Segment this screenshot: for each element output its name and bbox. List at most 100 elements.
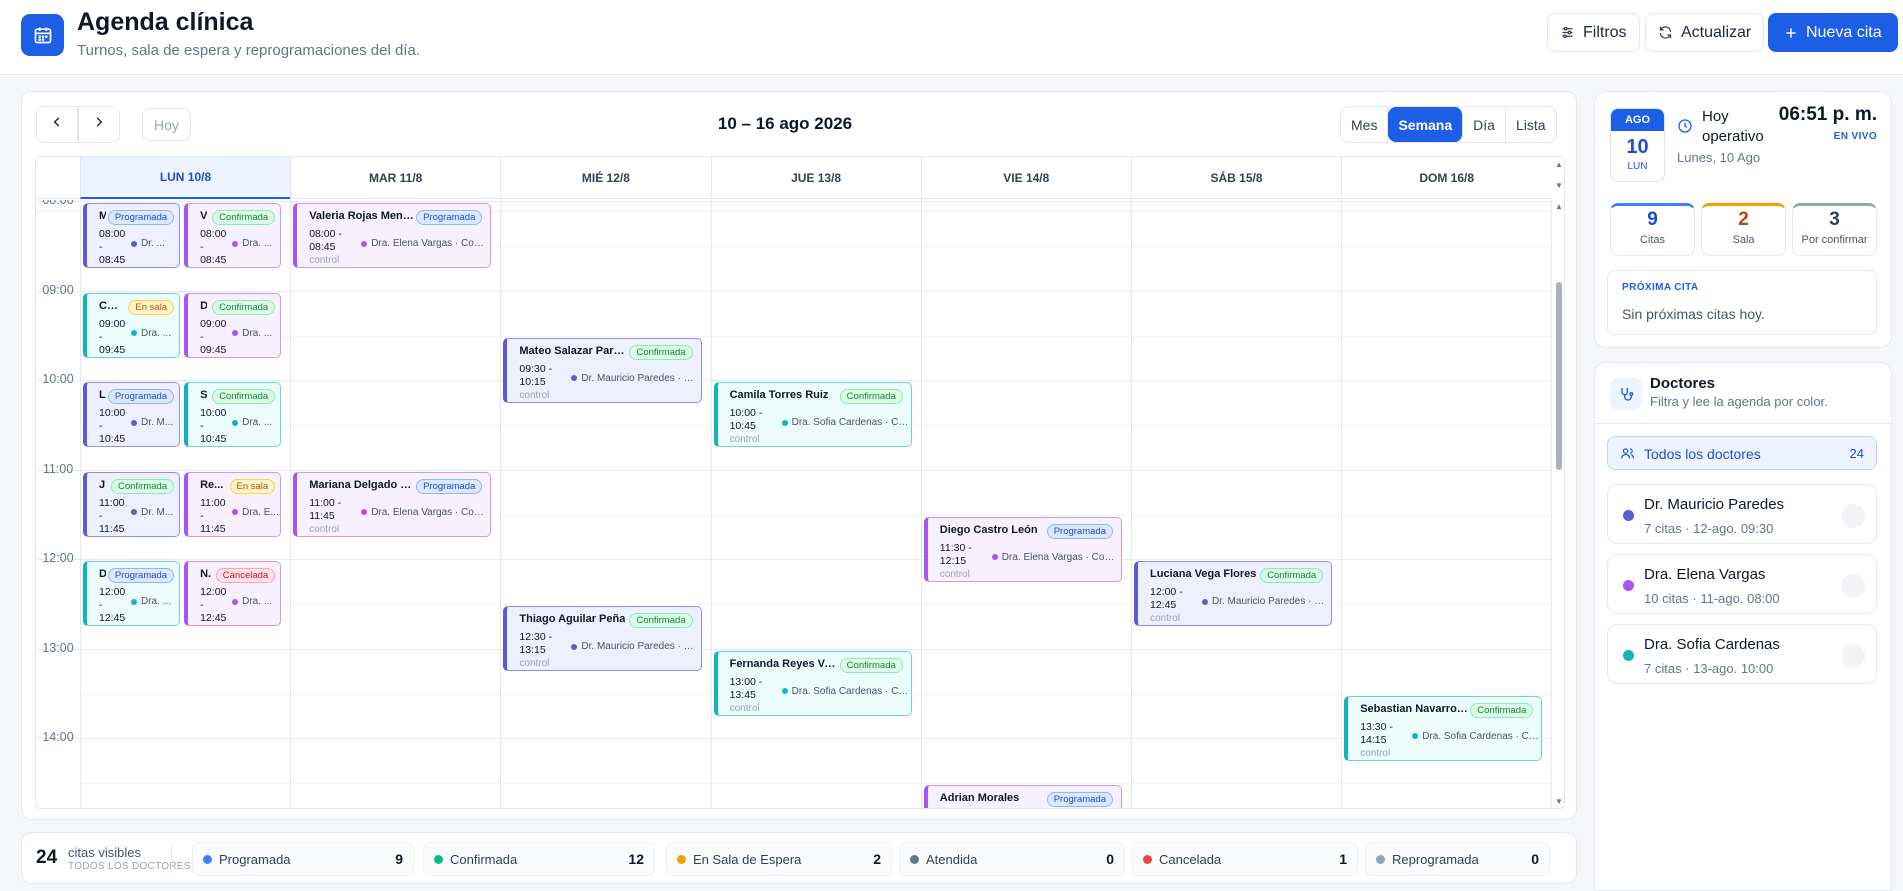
scroll-down-arrow-icon[interactable]: ▼ <box>1555 797 1563 806</box>
day-header[interactable]: DOM 16/8 <box>1341 157 1551 199</box>
previous-week-button[interactable] <box>36 106 78 143</box>
status-stat: Cancelada 1 <box>1132 842 1358 876</box>
day-header[interactable]: MIÉ 12/8 <box>500 157 710 199</box>
patient-name: Valeria Rojas Mendoza <box>309 210 418 223</box>
appointment-card[interactable]: L Programada 10:00 - 10:45 Dr. M... <box>83 382 181 448</box>
next-week-button[interactable] <box>78 106 120 143</box>
hour-line <box>36 469 1552 471</box>
status-color-dot <box>203 854 212 864</box>
appointment-card[interactable]: Adrian Morales Programada 14:30 - 15:15 … <box>923 785 1122 808</box>
doctor-color-dot <box>232 598 239 605</box>
doctor-name: Dr. Mauricio Paredes · Control <box>581 641 699 653</box>
status-label: Programada <box>219 851 291 867</box>
appointment-time: 08:00 - 08:45 <box>200 228 227 267</box>
status-badge: Programada <box>1046 792 1113 808</box>
visible-count-scope: TODOS LOS DOCTORES <box>68 861 191 872</box>
appointment-card[interactable]: D Confirmada 09:00 - 09:45 Dra. ... <box>184 292 282 358</box>
appointment-card[interactable]: Re... En sala 11:00 - 11:45 Dra. E... <box>184 471 282 537</box>
status-count: 0 <box>1531 851 1539 867</box>
status-summary-bar: 24 citas visibles TODOS LOS DOCTORES Pro… <box>21 832 1577 884</box>
hour-line <box>36 648 1552 650</box>
view-day-button[interactable]: Día <box>1463 107 1506 142</box>
appointment-card[interactable]: Camila Torres Ruiz Confirmada 10:00 - 10… <box>713 382 912 448</box>
grid-scrollbar[interactable]: ▲ ▼ ▲ ▼ <box>1552 157 1564 808</box>
status-badge: Confirmada <box>212 210 276 226</box>
doctor-color-dot <box>131 240 137 247</box>
new-appointment-button[interactable]: Nueva cita <box>1768 13 1898 52</box>
status-stat: Atendida 0 <box>899 842 1125 876</box>
status-badge: Programada <box>416 478 483 494</box>
today-button[interactable]: Hoy <box>142 108 191 141</box>
doctor-color-dot <box>1623 650 1634 661</box>
view-month-button[interactable]: Mes <box>1341 107 1389 142</box>
appointment-card[interactable]: D Programada 12:00 - 12:45 Dra. ... <box>83 561 181 627</box>
patient-name: L <box>99 389 106 402</box>
day-header[interactable]: SÁB 15/8 <box>1131 157 1341 199</box>
appointment-card[interactable]: Fernanda Reyes Vera Confirmada 13:00 - 1… <box>713 650 912 716</box>
appointment-type: control <box>519 658 550 670</box>
appointment-card[interactable]: Mateo Salazar Paredes Confirmada 09:30 -… <box>503 337 702 403</box>
patient-name: M <box>99 210 106 222</box>
view-list-button[interactable]: Lista <box>1515 116 1546 133</box>
appointment-card[interactable]: Luciana Vega Flores Confirmada 12:00 - 1… <box>1134 561 1333 627</box>
appointment-time: 11:00 - 11:45 <box>200 496 226 535</box>
patient-name: Fernanda Reyes Vera <box>729 657 838 670</box>
status-color-dot <box>1143 854 1152 864</box>
scroll-up-arrow-icon[interactable]: ▲ <box>1555 160 1563 169</box>
appointment-card[interactable]: M Programada 08:00 - 08:45 Dr. ... <box>83 203 181 269</box>
half-hour-line <box>80 246 1552 248</box>
doctor-filter-item[interactable]: Dra. Sofia Cardenas 7 citas · 13-ago. 10… <box>1607 624 1877 684</box>
chevron-left-icon <box>50 115 64 134</box>
hour-line <box>36 559 1552 561</box>
patient-name: Thiago Aguilar Peña <box>519 613 626 626</box>
doctor-line: Dr. M... <box>131 417 173 428</box>
appointment-time: 08:00 - 08:45 <box>309 228 342 254</box>
appointment-card[interactable]: Camila En sala 09:00 - 09:45 Dra. ... <box>83 292 181 358</box>
time-label: 09:00 <box>42 282 74 297</box>
patient-name: D <box>99 568 106 580</box>
appointment-time: 10:00 - 10:45 <box>200 407 227 446</box>
doctor-color-dot <box>232 509 239 516</box>
doctor-color-dot <box>131 598 137 605</box>
day-header[interactable]: MAR 11/8 <box>290 157 500 199</box>
stat-label: Citas <box>1639 234 1666 246</box>
doctor-name: Dra. Sofia Cardenas <box>1644 636 1780 653</box>
appointment-card[interactable]: Thiago Aguilar Peña Confirmada 12:30 - 1… <box>503 606 702 672</box>
day-header[interactable]: VIE 14/8 <box>920 157 1131 199</box>
appointment-card[interactable]: Diego Castro León Programada 11:30 - 12:… <box>923 516 1122 582</box>
appointment-time: 10:00 - 10:45 <box>99 407 126 446</box>
refresh-button[interactable]: Actualizar <box>1645 13 1765 52</box>
appointment-card[interactable]: N. Cancelada 12:00 - 12:45 Dra. ... <box>184 561 282 627</box>
doctor-toggle[interactable] <box>1841 574 1865 598</box>
view-week-button[interactable]: Semana <box>1388 107 1464 142</box>
doctor-toggle[interactable] <box>1841 504 1865 528</box>
day-header[interactable]: JUE 13/8 <box>710 157 921 199</box>
day-header[interactable]: LUN 10/8 <box>80 157 290 199</box>
appointment-card[interactable]: V Confirmada 08:00 - 08:45 Dra. ... <box>184 203 282 269</box>
appointment-card[interactable]: J Confirmada 11:00 - 11:45 Dr. M... <box>83 471 181 537</box>
time-label: 14:00 <box>42 730 74 745</box>
patient-name: Sebastian Navarro Ortiz <box>1360 702 1469 715</box>
scroll-up-arrow-icon[interactable]: ▲ <box>1555 202 1563 211</box>
doctor-name: Dr. ... <box>141 238 165 250</box>
next-appointment-title: PRÓXIMA CITA <box>1622 282 1699 293</box>
appointment-card[interactable]: Sebastian Navarro Ortiz Confirmada 13:30… <box>1344 695 1543 761</box>
doctor-name: Dra. Elena Vargas <box>1644 566 1766 583</box>
appointment-card[interactable]: Valeria Rojas Mendoza Programada 08:00 -… <box>293 203 492 269</box>
status-badge: Confirmada <box>629 613 693 629</box>
doctor-toggle[interactable] <box>1841 644 1865 668</box>
filters-button[interactable]: Filtros <box>1547 13 1640 52</box>
doctor-filter-item[interactable]: Dra. Elena Vargas 10 citas · 11-ago. 08:… <box>1607 554 1877 614</box>
doctor-filter-item[interactable]: Dr. Mauricio Paredes 7 citas · 12-ago. 0… <box>1607 484 1877 544</box>
doctor-color-dot <box>571 375 578 382</box>
appointment-card[interactable]: S Confirmada 10:00 - 10:45 Dra. ... <box>184 382 282 448</box>
all-doctors-filter[interactable]: Todos los doctores 24 <box>1607 436 1877 470</box>
status-color-dot <box>677 854 686 864</box>
stethoscope-icon <box>1610 378 1642 410</box>
visible-count-label: citas visibles <box>68 845 141 860</box>
appointment-time: 12:30 - 13:15 <box>519 631 553 657</box>
time-label: 13:00 <box>42 640 74 655</box>
scrollbar-thumb[interactable] <box>1556 282 1562 470</box>
appointment-card[interactable]: Mariana Delgado Ríos Programada 11:00 - … <box>293 471 492 537</box>
scroll-down-arrow-icon[interactable]: ▼ <box>1555 181 1563 190</box>
